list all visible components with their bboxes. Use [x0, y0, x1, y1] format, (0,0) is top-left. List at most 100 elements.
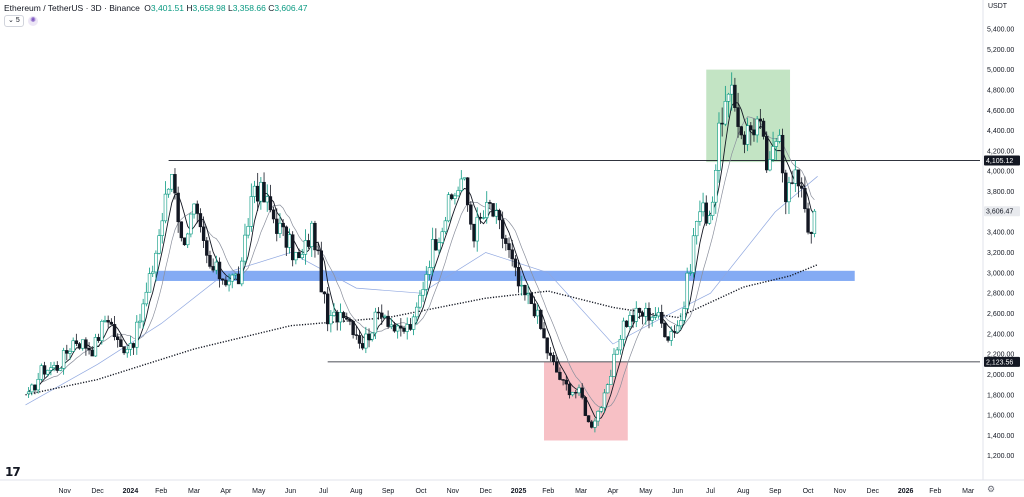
- candle-body: [249, 196, 254, 227]
- candle-body: [650, 316, 654, 321]
- time-tick-label: Feb: [155, 488, 167, 495]
- candle-body: [68, 351, 72, 354]
- candle-body: [532, 303, 537, 317]
- ma-fast-line: [28, 102, 815, 420]
- candle-body: [87, 348, 91, 351]
- candle-body: [39, 365, 44, 380]
- candle-body: [663, 323, 667, 338]
- candle-body: [154, 252, 158, 273]
- candle-body: [465, 177, 470, 206]
- price-tick-label: 1,200.00: [987, 453, 1014, 460]
- candle-body: [628, 315, 632, 327]
- indicator-settings-icon[interactable]: ✺: [28, 16, 38, 26]
- symbol-title[interactable]: Ethereum / TetherUS · 3D · Binance: [4, 3, 140, 13]
- price-tick-label: 1,800.00: [987, 392, 1014, 399]
- chart-header: Ethereum / TetherUS · 3D · Binance O3,40…: [4, 3, 307, 13]
- candle-body: [170, 174, 174, 190]
- candle-body: [30, 384, 34, 393]
- indicator-count: 5: [15, 17, 20, 24]
- candle-body: [147, 273, 152, 293]
- tradingview-logo-icon[interactable]: 17: [5, 465, 21, 479]
- candle-body: [698, 211, 702, 222]
- candle-body: [809, 231, 813, 234]
- candle-body: [100, 320, 104, 341]
- candle-body: [160, 220, 164, 236]
- candle-body: [322, 291, 327, 295]
- candle-body: [621, 320, 626, 340]
- candle-body: [338, 312, 343, 323]
- candle-body: [176, 192, 180, 223]
- candle-body: [182, 237, 187, 246]
- time-tick-label: Nov: [447, 488, 460, 495]
- candle-body: [625, 320, 629, 327]
- candle-body: [618, 339, 623, 351]
- candle-body: [357, 335, 362, 344]
- close-value: 3,606.47: [274, 3, 308, 13]
- open-value: 3,401.51: [150, 3, 184, 13]
- price-tick-label: 3,000.00: [987, 270, 1014, 277]
- candle-body: [427, 267, 432, 275]
- candle-body: [131, 343, 136, 348]
- candle-body: [351, 321, 355, 336]
- time-tick-label: Feb: [929, 488, 941, 495]
- time-tick-label: Jun: [285, 488, 296, 495]
- currency-label[interactable]: USDT: [988, 3, 1008, 10]
- candle-body: [742, 134, 747, 145]
- time-tick-label: Nov: [58, 488, 71, 495]
- candle-body: [354, 334, 359, 336]
- candle-body: [84, 339, 88, 349]
- candle-body: [520, 284, 524, 287]
- candle-body: [440, 231, 444, 243]
- time-tick-label: Sep: [382, 488, 395, 495]
- time-axis[interactable]: Nov Dec 2024 Feb Mar Apr May Jun Jul Aug Sep Oct Nov…: [0, 479, 1024, 495]
- time-tick-label: 2025: [511, 488, 527, 495]
- candle-body: [765, 136, 769, 171]
- candle-body: [653, 315, 658, 318]
- price-tick-label: 3,200.00: [987, 250, 1014, 257]
- candle-body: [240, 260, 244, 285]
- candle-body: [443, 220, 448, 233]
- candle-body: [710, 201, 715, 216]
- candle-body: [71, 340, 75, 352]
- candle-body: [749, 125, 753, 131]
- candle-body: [157, 235, 161, 254]
- candle-body: [341, 312, 346, 319]
- candle-body: [300, 253, 304, 259]
- price-tick-label: 3,800.00: [987, 189, 1014, 196]
- candle-body: [128, 343, 133, 350]
- candle-body: [640, 312, 645, 317]
- candle-body: [198, 213, 203, 228]
- candle-body: [262, 181, 266, 203]
- candle-body: [733, 84, 737, 108]
- candle-body: [259, 181, 263, 202]
- candle-body: [52, 365, 56, 369]
- candle-body: [726, 93, 731, 102]
- candle-body: [752, 129, 756, 136]
- candle-body: [507, 243, 511, 251]
- price-label-text: 2,123.56: [986, 359, 1013, 366]
- candle-body: [316, 249, 320, 252]
- candle-body: [577, 387, 581, 394]
- candle-body: [392, 324, 397, 332]
- time-tick-label: Feb: [542, 488, 554, 495]
- price-axis[interactable]: 5,400.00 5,200.00 5,000.00 4,800.00 4,600.00…: [982, 0, 1014, 480]
- candle-body: [319, 250, 324, 293]
- candle-body: [58, 368, 63, 371]
- candle-body: [74, 340, 79, 344]
- candle-body: [306, 240, 311, 247]
- price-tick-label: 4,400.00: [987, 128, 1014, 135]
- candle-body: [141, 303, 145, 322]
- candles: [26, 72, 817, 433]
- gear-icon[interactable]: ⚙: [986, 484, 996, 494]
- indicators-toggle[interactable]: ⌄ 5: [4, 15, 24, 27]
- candle-body: [494, 210, 498, 217]
- candle-body: [513, 258, 518, 268]
- candle-body: [590, 421, 594, 428]
- candle-body: [179, 221, 184, 239]
- candle-body: [580, 387, 584, 398]
- candle-body: [411, 316, 416, 330]
- time-tick-label: Nov: [834, 488, 847, 495]
- candle-body: [103, 320, 107, 322]
- candle-body: [691, 235, 696, 273]
